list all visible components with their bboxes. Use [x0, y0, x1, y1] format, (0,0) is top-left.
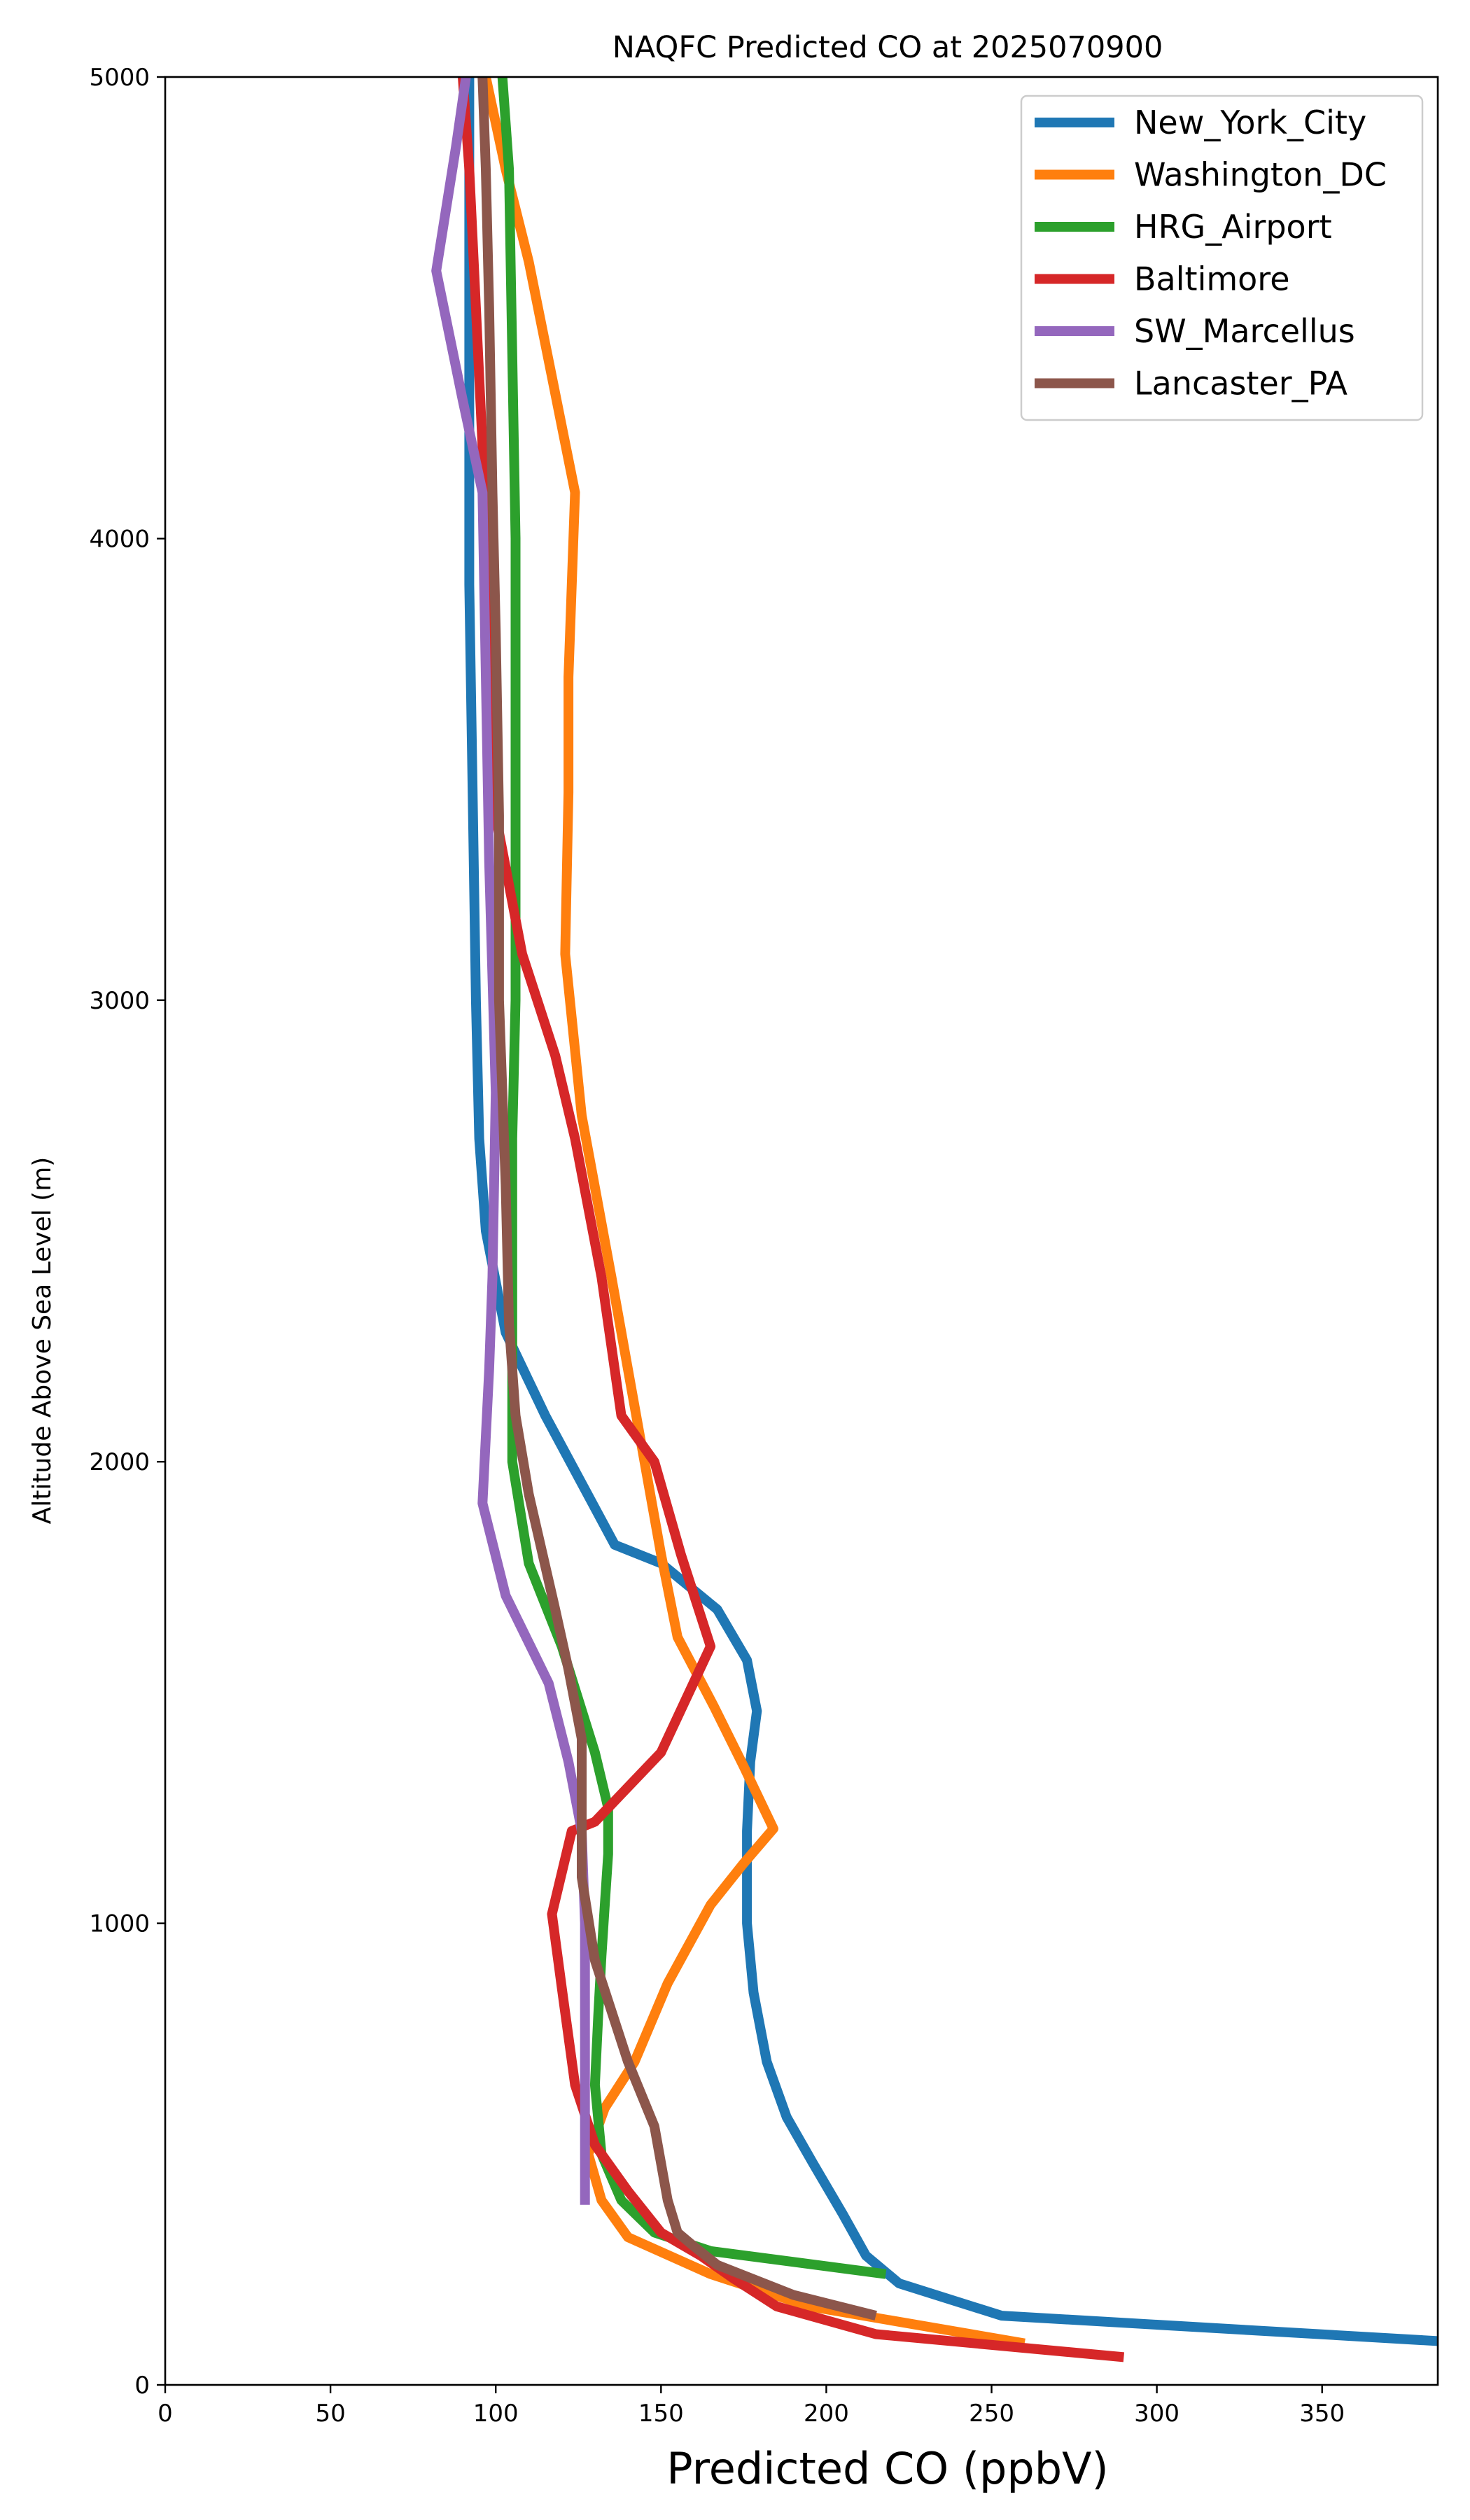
legend-label: SW_Marcellus [1134, 312, 1355, 350]
legend-label: Baltimore [1134, 260, 1290, 298]
chart-title: NAQFC Predicted CO at 2025070900 [612, 30, 1163, 65]
series-line-sw-marcellus [431, 77, 590, 2205]
y-tick-label: 0 [134, 2372, 150, 2400]
x-axis-ticks: 0 50 100 150 200 250 300 350 [158, 2385, 1345, 2428]
legend-label: Lancaster_PA [1134, 365, 1348, 402]
legend-label: New_York_City [1134, 104, 1366, 141]
legend: New_York_City Washington_DC HRG_Airport Bal… [1020, 94, 1424, 421]
series-line-washington-dc [481, 77, 1026, 2348]
x-tick-label: 50 [315, 2400, 345, 2428]
series-line-new-york-city [464, 77, 1438, 2346]
x-axis-label: Predicted CO (ppbV) [666, 2443, 1108, 2494]
legend-label: Washington_DC [1134, 156, 1387, 194]
series-line-lancaster-pa [477, 77, 877, 2320]
legend-label: HRG_Airport [1134, 208, 1332, 246]
x-tick-label: 250 [969, 2400, 1014, 2428]
y-axis-label: Altitude Above Sea Level (m) [28, 1157, 57, 1525]
y-tick-label: 1000 [89, 1910, 150, 1938]
y-tick-label: 5000 [89, 64, 150, 92]
plot-frame [164, 76, 1439, 2386]
x-tick-label: 350 [1299, 2400, 1345, 2428]
x-tick-label: 300 [1134, 2400, 1180, 2428]
plot-lines [431, 77, 1438, 2362]
x-tick-label: 200 [804, 2400, 849, 2428]
y-axis-ticks: 0 1000 2000 3000 4000 5000 [89, 64, 165, 2400]
x-tick-label: 0 [158, 2400, 173, 2428]
y-tick-label: 4000 [89, 525, 150, 553]
y-tick-label: 3000 [89, 987, 150, 1015]
y-tick-label: 2000 [89, 1448, 150, 1476]
x-tick-label: 100 [473, 2400, 519, 2428]
legend-box [1020, 94, 1424, 421]
x-tick-label: 150 [638, 2400, 684, 2428]
